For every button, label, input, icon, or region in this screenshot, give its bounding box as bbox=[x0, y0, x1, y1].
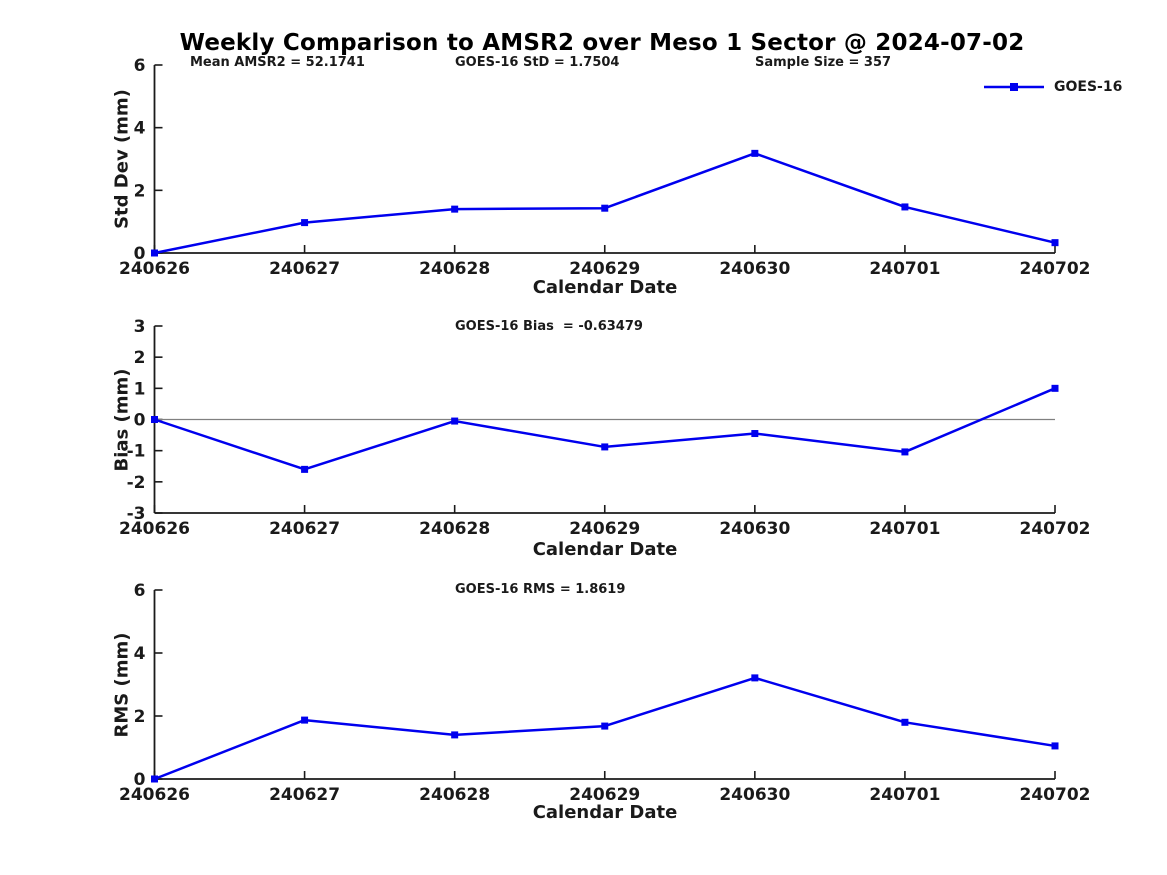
annotation-goes16-rms: GOES-16 RMS = 1.8619 bbox=[455, 582, 626, 597]
y-tick-label: 4 bbox=[134, 119, 146, 139]
legend-series-label: GOES-16 bbox=[1054, 79, 1123, 95]
x-tick-label: 240702 bbox=[1020, 519, 1091, 539]
data-point-marker bbox=[301, 716, 309, 724]
annotation-goes16-bias: GOES-16 Bias = -0.63479 bbox=[455, 319, 643, 334]
data-point-marker bbox=[601, 204, 609, 212]
annotation-sample-size: Sample Size = 357 bbox=[755, 55, 892, 70]
x-axis-label-bottom: Calendar Date bbox=[532, 802, 678, 823]
x-tick-label: 240702 bbox=[1020, 785, 1091, 805]
x-tick-label: 240701 bbox=[869, 519, 940, 539]
y-axis-label-std-dev: Std Dev (mm) bbox=[111, 89, 133, 229]
x-tick-label: 240702 bbox=[1020, 259, 1091, 279]
legend: GOES-16 bbox=[983, 79, 1122, 95]
x-tick-label: 240626 bbox=[119, 259, 190, 279]
data-point-marker bbox=[151, 249, 158, 257]
annotation-goes16-std: GOES-16 StD = 1.7504 bbox=[455, 55, 620, 70]
y-tick-label: 3 bbox=[134, 317, 146, 337]
series-line bbox=[153, 152, 1057, 255]
y-tick-label: 4 bbox=[134, 644, 146, 664]
x-tick-label: 240701 bbox=[869, 785, 940, 805]
x-tick-label: 240628 bbox=[419, 259, 490, 279]
y-tick-label: -2 bbox=[127, 473, 146, 493]
x-tick-label: 240701 bbox=[869, 259, 940, 279]
legend-line-sample-icon bbox=[984, 83, 1044, 91]
y-tick-label: 6 bbox=[134, 581, 146, 601]
y-axis-label-bias: Bias (mm) bbox=[111, 368, 133, 472]
figure-title: Weekly Comparison to AMSR2 over Meso 1 S… bbox=[179, 30, 1025, 56]
data-point-marker bbox=[1051, 384, 1059, 392]
data-point-marker bbox=[301, 465, 309, 473]
data-point-marker bbox=[1051, 742, 1059, 750]
x-tick-label: 240626 bbox=[119, 519, 190, 539]
data-point-marker bbox=[601, 722, 609, 730]
x-tick-label: 240630 bbox=[719, 259, 790, 279]
x-tick-label: 240628 bbox=[419, 519, 490, 539]
data-point-marker bbox=[901, 718, 909, 726]
y-axis-label-rms: RMS (mm) bbox=[111, 632, 133, 738]
x-tick-label: 240629 bbox=[569, 785, 640, 805]
data-point-marker bbox=[301, 219, 309, 227]
data-point-marker bbox=[451, 731, 459, 739]
x-tick-label: 240626 bbox=[119, 785, 190, 805]
y-tick-label: 2 bbox=[134, 707, 146, 727]
y-tick-label: 2 bbox=[134, 348, 146, 368]
data-point-marker bbox=[901, 203, 909, 211]
data-point-marker bbox=[901, 448, 909, 456]
x-tick-label: 240629 bbox=[569, 259, 640, 279]
x-tick-label: 240630 bbox=[719, 519, 790, 539]
data-point-marker bbox=[451, 417, 459, 425]
annotation-mean-amsr2: Mean AMSR2 = 52.1741 bbox=[190, 55, 365, 70]
x-tick-label: 240627 bbox=[269, 785, 340, 805]
x-tick-label: 240627 bbox=[269, 259, 340, 279]
x-axis-label-middle: Calendar Date bbox=[532, 539, 678, 560]
data-point-marker bbox=[151, 775, 158, 783]
y-tick-label: -3 bbox=[127, 504, 146, 524]
y-tick-label: 0 bbox=[134, 411, 146, 431]
x-axis-label-top: Calendar Date bbox=[532, 277, 678, 298]
series-line bbox=[153, 387, 1057, 471]
x-tick-label: 240630 bbox=[719, 785, 790, 805]
y-tick-label: 6 bbox=[134, 56, 146, 76]
y-tick-label: -1 bbox=[127, 442, 146, 462]
y-tick-label: 1 bbox=[134, 379, 146, 399]
x-tick-label: 240628 bbox=[419, 785, 490, 805]
data-point-marker bbox=[751, 674, 759, 682]
data-point-marker bbox=[1051, 239, 1059, 247]
y-tick-label: 0 bbox=[134, 244, 146, 264]
y-tick-label: 2 bbox=[134, 181, 146, 201]
data-point-marker bbox=[751, 149, 759, 157]
data-point-marker bbox=[151, 416, 158, 423]
y-tick-label: 0 bbox=[134, 770, 146, 790]
data-point-marker bbox=[451, 205, 459, 213]
data-point-marker bbox=[751, 430, 759, 438]
x-tick-label: 240629 bbox=[569, 519, 640, 539]
data-point-marker bbox=[601, 443, 609, 451]
x-tick-label: 240627 bbox=[269, 519, 340, 539]
